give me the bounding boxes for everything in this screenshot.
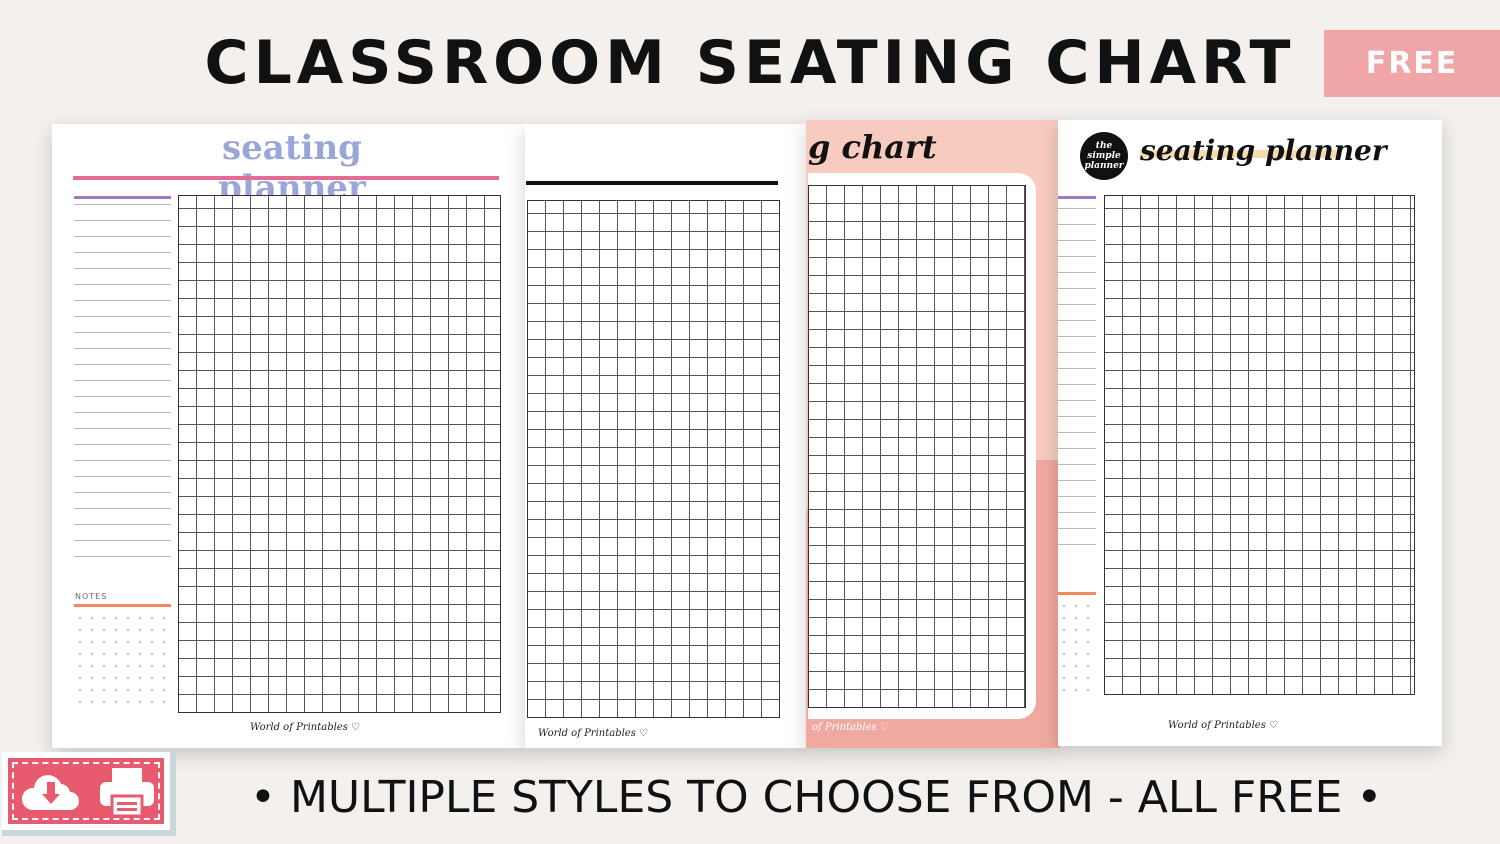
signature: World of Printables ♡ <box>250 722 360 733</box>
title-highlight <box>1140 150 1340 158</box>
seating-grid <box>808 185 1026 708</box>
notes-dots <box>1058 600 1096 700</box>
signature: of Printables ♡ <box>812 722 889 733</box>
page-title: CLASSROOM SEATING CHART <box>204 28 1296 98</box>
notes-label: NOTES <box>75 592 108 601</box>
list-divider <box>1058 196 1096 199</box>
title-divider <box>73 176 499 180</box>
planner-preview-2: World of Printables ♡ <box>525 124 808 748</box>
printer-icon[interactable] <box>100 768 154 816</box>
planner-title: seating planner <box>1140 134 1387 167</box>
badge-body <box>8 758 164 824</box>
free-badge: FREE <box>1324 30 1500 97</box>
logo-text: the simple planner <box>1084 141 1124 171</box>
notes-dots <box>74 612 171 712</box>
simple-planner-logo: the simple planner <box>1080 132 1128 180</box>
planner-preview-1: seating planner NOTES World of Printable… <box>52 124 526 748</box>
student-list-lines <box>74 200 171 572</box>
cloud-download-icon[interactable] <box>20 772 82 812</box>
notes-divider <box>1058 592 1096 595</box>
signature: World of Printables ♡ <box>1168 720 1278 731</box>
signature: World of Printables ♡ <box>538 728 648 739</box>
seating-grid <box>1104 195 1415 695</box>
notes-divider <box>74 604 171 607</box>
title-divider <box>526 181 778 185</box>
planner-title: g chart <box>808 128 937 166</box>
planner-preview-4: the simple planner seating planner World… <box>1058 120 1442 746</box>
student-list-lines <box>1058 200 1096 560</box>
footer-tagline: • MULTIPLE STYLES TO CHOOSE FROM - ALL F… <box>250 772 1383 823</box>
planner-title: seating planner <box>218 128 366 208</box>
download-print-badge[interactable] <box>2 752 170 830</box>
list-divider <box>74 196 171 199</box>
seating-grid <box>527 200 780 718</box>
seating-grid <box>178 195 501 713</box>
planner-preview-3: g chart of Printables ♡ <box>806 120 1060 748</box>
